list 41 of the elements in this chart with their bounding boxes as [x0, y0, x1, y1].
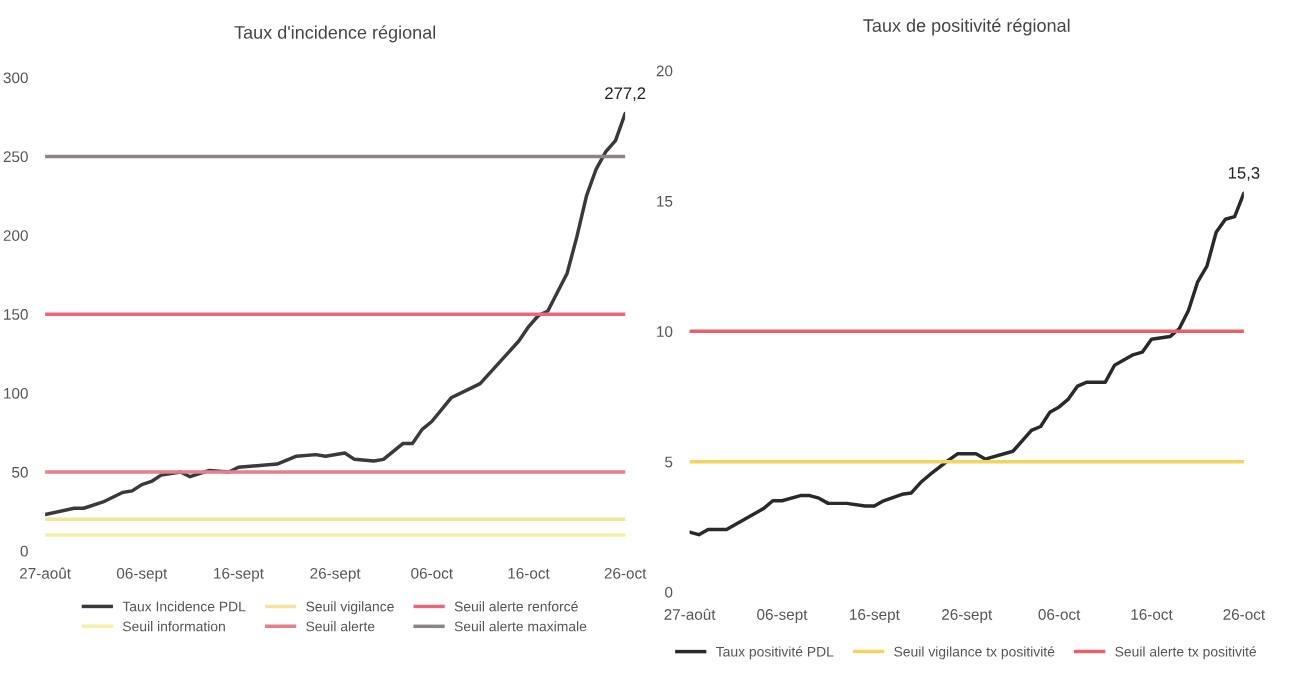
x-tick-label: 06-oct	[411, 567, 453, 579]
y-tick-label: 10	[657, 326, 673, 338]
x-tick-label: 26-sept	[310, 567, 361, 582]
y-tick-label: 100	[4, 387, 28, 399]
x-tick-label: 06-oct	[1038, 609, 1081, 620]
y-tick-label: 200	[3, 230, 28, 241]
x-tick-label: 06-sept	[116, 567, 168, 582]
legend-label: Seuil vigilance tx positivité	[894, 646, 1055, 660]
y-tick-label: 0	[665, 586, 673, 598]
y-tick-label: 150	[4, 309, 28, 320]
y-tick-label: 5	[665, 456, 673, 468]
x-tick-label: 16-oct	[508, 567, 550, 579]
x-tick-label: 16-sept	[214, 567, 264, 582]
legend-label: Seuil vigilance	[306, 601, 394, 615]
legend-label: Taux Incidence PDL	[122, 601, 246, 612]
annotation: 277,2	[605, 87, 646, 102]
x-tick-label: 27-août	[664, 608, 716, 620]
x-tick-label: 26-sept	[942, 609, 993, 623]
legend-label: Seuil information	[122, 621, 225, 632]
x-tick-label: 16-sept	[850, 609, 900, 623]
chart-title: Taux de positivité régional	[863, 18, 1070, 36]
x-tick-label: 26-oct	[1223, 609, 1266, 620]
chart-title: Taux d'incidence régional	[234, 25, 436, 43]
y-tick-label: 0	[20, 545, 28, 557]
y-tick-label: 300	[3, 72, 28, 84]
y-tick-label: 50	[12, 466, 28, 478]
y-tick-label: 250	[3, 151, 28, 163]
x-tick-label: 16-oct	[1131, 609, 1173, 620]
annotation: 15,3	[1228, 166, 1260, 181]
line-series	[45, 111, 626, 517]
x-tick-label: 27-août	[19, 567, 71, 579]
y-tick-label: 15	[657, 196, 673, 207]
x-tick-label: 06-sept	[757, 609, 808, 623]
line-series	[689, 191, 1244, 537]
x-tick-label: 26-oct	[604, 567, 647, 579]
legend-label: Seuil alerte tx positivité	[1115, 646, 1257, 660]
legend-label: Seuil alerte maximale	[454, 621, 587, 632]
legend-label: Seuil alerte	[306, 621, 375, 632]
y-tick-label: 20	[656, 65, 673, 77]
legend-label: Seuil alerte renforcé	[454, 601, 578, 612]
legend-label: Taux positivité PDL	[716, 646, 834, 660]
